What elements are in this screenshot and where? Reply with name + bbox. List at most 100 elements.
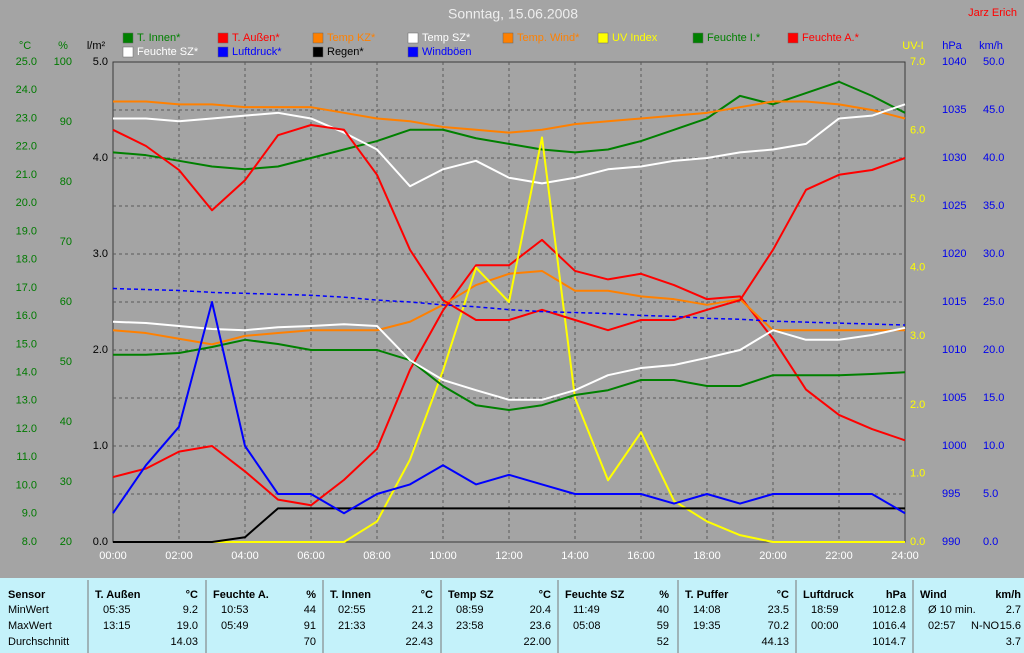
- x-tick-label: 24:00: [891, 550, 919, 562]
- y-tick-label: 14.0: [16, 366, 37, 378]
- y-tick-label: 30: [60, 476, 72, 488]
- series-line: [113, 338, 906, 411]
- y-tick-label: 1035: [942, 104, 966, 116]
- y-tick-label: 2.0: [93, 344, 108, 356]
- y-tick-label: 70: [60, 236, 72, 248]
- axis-title: l/m²: [87, 40, 106, 52]
- column-header: T. Innen: [330, 589, 371, 601]
- axis-title: UV-I: [902, 40, 923, 52]
- x-tick-label: 06:00: [297, 550, 325, 562]
- cell-value: 21.2: [412, 604, 433, 616]
- legend-swatch: [217, 32, 229, 44]
- cell-value: 1016.4: [872, 620, 906, 632]
- y-tick-label: 1.0: [910, 467, 925, 479]
- cell-value: 70.2: [768, 620, 789, 632]
- cell-time: Ø 10 min.: [928, 604, 976, 616]
- y-tick-label: 1020: [942, 248, 966, 260]
- series-line: [113, 507, 905, 543]
- cell-value: 22.43: [405, 636, 433, 648]
- series-line: [112, 124, 906, 332]
- cell-value: 23.6: [530, 620, 551, 632]
- cell-value: 44.13: [761, 636, 789, 648]
- column-unit: km/h: [995, 589, 1021, 601]
- legend-swatch: [692, 32, 704, 44]
- x-tick-label: 00:00: [99, 550, 127, 562]
- cell-time: 08:59: [456, 604, 484, 616]
- y-tick-label: 3.0: [93, 248, 108, 260]
- y-tick-label: 2.0: [910, 399, 925, 411]
- column-unit: %: [306, 589, 316, 601]
- y-tick-label: 13.0: [16, 395, 37, 407]
- cell-value: 22.00: [523, 636, 551, 648]
- cell-value: 70: [304, 636, 316, 648]
- x-tick-label: 20:00: [759, 550, 787, 562]
- x-tick-label: 10:00: [429, 550, 457, 562]
- column-header: Temp SZ: [448, 589, 494, 601]
- column-unit: hPa: [886, 589, 907, 601]
- series-line: [113, 136, 905, 543]
- series-line: [112, 301, 906, 515]
- y-tick-label: 25.0: [16, 56, 37, 68]
- y-tick-label: 1010: [942, 344, 966, 356]
- y-tick-label: 90: [60, 116, 72, 128]
- y-tick-label: 18.0: [16, 254, 37, 266]
- y-tick-label: 40.0: [983, 152, 1004, 164]
- legend-swatch: [312, 46, 324, 58]
- legend-swatch: [407, 32, 419, 44]
- cell-time: 02:55: [338, 604, 366, 616]
- y-tick-label: 1015: [942, 296, 966, 308]
- cell-value: 20.4: [530, 604, 551, 616]
- cell-time: 13:15: [103, 620, 131, 632]
- cell-time: 19:35: [693, 620, 721, 632]
- legend-swatch: [407, 46, 419, 58]
- y-tick-label: 5.0: [93, 56, 108, 68]
- y-tick-label: 4.0: [93, 152, 108, 164]
- legend-label: Regen*: [327, 46, 364, 58]
- series-line: [112, 320, 906, 401]
- y-tick-label: 10.0: [983, 440, 1004, 452]
- legend-label: Feuchte SZ*: [137, 46, 199, 58]
- y-tick-label: 4.0: [910, 262, 925, 274]
- column-unit: °C: [421, 589, 433, 601]
- y-tick-label: 30.0: [983, 248, 1004, 260]
- y-tick-label: 40: [60, 416, 72, 428]
- y-tick-label: 100: [54, 56, 72, 68]
- y-tick-label: 1.0: [93, 440, 108, 452]
- y-tick-label: 50.0: [983, 56, 1004, 68]
- legend-swatch: [502, 32, 514, 44]
- y-tick-label: 15.0: [983, 392, 1004, 404]
- y-tick-label: 1000: [942, 440, 966, 452]
- column-header: Wind: [920, 589, 947, 601]
- y-tick-label: 5.0: [910, 193, 925, 205]
- cell-time: 21:33: [338, 620, 366, 632]
- author: Jarz Erich: [968, 7, 1017, 19]
- legend-label: T. Außen*: [232, 32, 280, 44]
- y-tick-label: 0.0: [983, 536, 998, 548]
- row-label: MaxWert: [8, 620, 52, 632]
- legend-label: UV Index: [612, 32, 658, 44]
- column-header: Feuchte SZ: [565, 589, 625, 601]
- y-tick-label: 60: [60, 296, 72, 308]
- cell-value: 2.7: [1006, 604, 1021, 616]
- y-tick-label: 17.0: [16, 282, 37, 294]
- cell-value: 40: [657, 604, 669, 616]
- y-tick-label: 6.0: [910, 124, 925, 136]
- axis-title: %: [58, 40, 68, 52]
- cell-direction: N-NO: [971, 620, 1000, 632]
- y-tick-label: 11.0: [16, 451, 37, 463]
- cell-value: 23.5: [768, 604, 789, 616]
- cell-value: 44: [304, 604, 316, 616]
- x-tick-label: 12:00: [495, 550, 523, 562]
- legend-swatch: [597, 32, 609, 44]
- y-tick-label: 80: [60, 176, 72, 188]
- series-line: [112, 238, 906, 507]
- y-tick-label: 20.0: [16, 197, 37, 209]
- cell-value: 59: [657, 620, 669, 632]
- column-unit: %: [659, 589, 669, 601]
- x-tick-label: 02:00: [165, 550, 193, 562]
- x-tick-label: 08:00: [363, 550, 391, 562]
- y-tick-label: 35.0: [983, 200, 1004, 212]
- y-tick-label: 0.0: [93, 536, 108, 548]
- column-unit: °C: [186, 589, 198, 601]
